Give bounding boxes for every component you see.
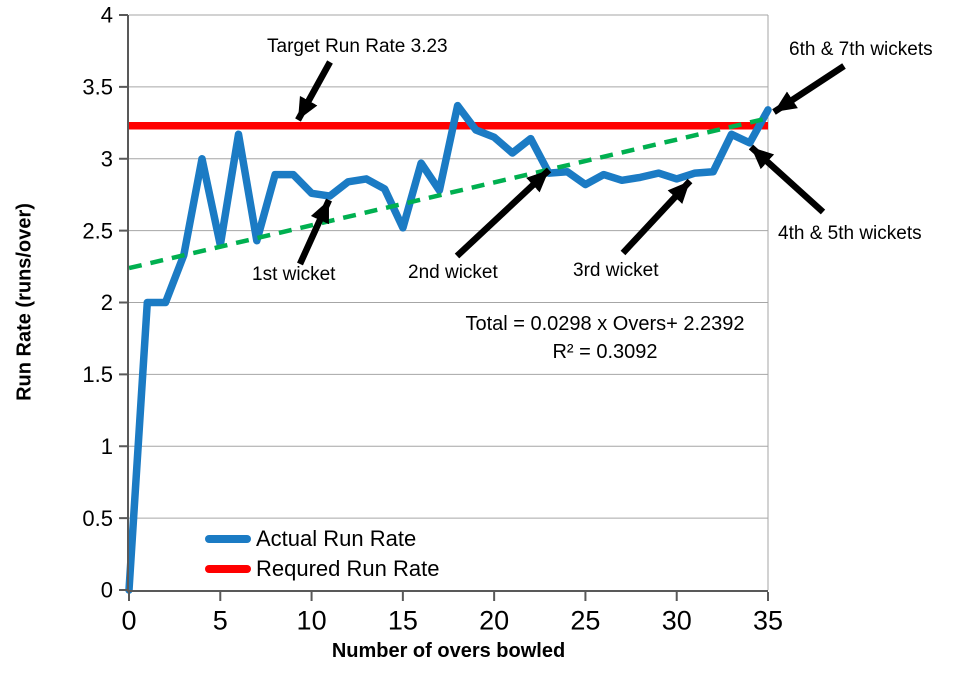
y-tick-label: 1.5 [82,362,113,387]
y-axis-title: Run Rate (runs/over) [13,203,36,401]
annotation-4th-5th-wickets: 4th & 5th wickets [778,223,922,244]
arrow-1st-wicket [297,198,332,266]
legend-label-required: Requred Run Rate [256,556,440,581]
x-tick-label: 25 [570,605,600,635]
x-tick-label: 30 [662,605,692,635]
actual-run-rate-line [125,101,772,594]
x-tick-label: 20 [479,605,509,635]
arrow-target-run-rate [295,60,333,122]
y-tick-label: 0.5 [82,506,113,531]
y-tick-label: 3.5 [82,75,113,100]
arrow-4th-5th-wickets [748,144,826,215]
y-tick-label: 2.5 [82,218,113,243]
x-axis-title: Number of overs bowled [331,640,566,662]
x-tick-label: 5 [213,605,228,635]
legend-label-actual: Actual Run Rate [256,526,417,551]
annotation-2nd-wicket: 2nd wicket [408,262,498,283]
arrow-2nd-wicket [454,167,552,259]
arrow-6th-7th-wickets [772,63,846,115]
legend-item-actual: Actual Run Rate [205,524,439,554]
arrow-3rd-wicket [620,178,693,256]
actual-run-rate-swatch [205,535,251,543]
x-tick-label: 15 [388,605,418,635]
x-tick-label: 35 [753,605,783,635]
y-tick-label: 0 [101,578,113,603]
annotation-6th-7th-wickets: 6th & 7th wickets [789,39,933,60]
annotation-target-run-rate: Target Run Rate 3.23 [267,36,448,57]
chart-legend: Actual Run Rate Requred Run Rate [205,524,439,584]
x-tick-label: 10 [297,605,327,635]
y-tick-label: 4 [101,3,113,28]
trendline-equation-line: Total = 0.0298 x Overs+ 2.2392 [465,313,745,335]
annotation-1st-wicket: 1st wicket [252,264,336,285]
legend-item-required: Requred Run Rate [205,554,439,584]
y-tick-label: 2 [101,290,113,315]
y-tick-label: 1 [101,434,113,459]
trendline-equation: Total = 0.0298 x Overs+ 2.2392 R² = 0.30… [450,310,760,366]
x-tick-label: 0 [121,605,136,635]
trendline-r2: R² = 0.3092 [552,341,658,363]
annotation-3rd-wicket: 3rd wicket [573,260,659,281]
required-run-rate-swatch [205,565,251,573]
y-tick-label: 3 [101,146,113,171]
